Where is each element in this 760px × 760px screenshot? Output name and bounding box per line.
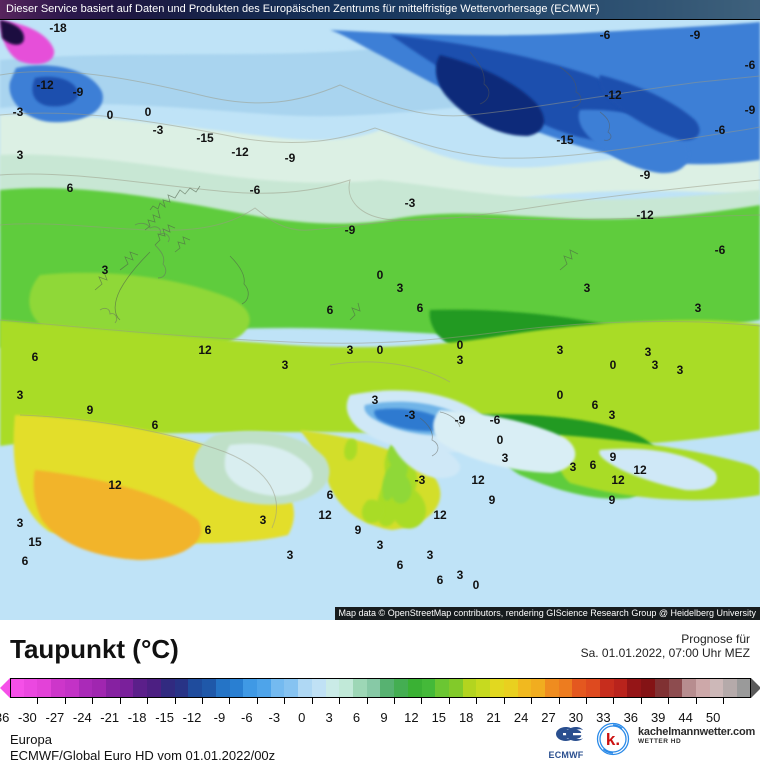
svg-text:k.: k. [606, 730, 620, 749]
